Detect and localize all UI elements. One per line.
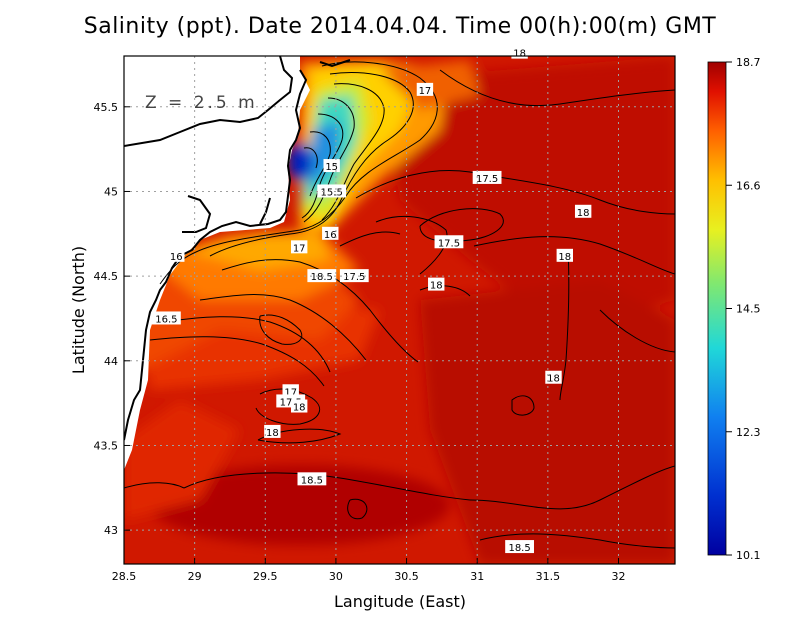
- x-tick-label: 30.5: [394, 570, 419, 583]
- contour-label: 16: [170, 252, 183, 263]
- contour-label-bg: [264, 424, 281, 438]
- contour-label: 17.5: [438, 238, 460, 249]
- contour-label-bg: [168, 248, 185, 262]
- y-axis-label: Latitude (North): [69, 246, 88, 374]
- land-mass: [124, 56, 310, 470]
- colorbar-tick-label: 16.6: [736, 179, 761, 192]
- contour-label: 17: [293, 243, 306, 254]
- x-tick-label: 31: [470, 570, 484, 583]
- contour-label-bg: [290, 399, 308, 413]
- contour-label: 16.5: [155, 314, 177, 325]
- colorbar-gradient: [707, 61, 727, 556]
- grid-lines: [124, 56, 675, 564]
- x-tick-label: 28.5: [112, 570, 137, 583]
- plot-frame: [123, 55, 676, 565]
- contour-label-bg: [323, 159, 340, 173]
- depth-label: Z = 2.5 m: [145, 93, 258, 113]
- y-tick-label: 43: [104, 524, 118, 537]
- contour-label-bg: [322, 226, 339, 240]
- x-axis-ticks: 28.5 29 29.5 30 30.5 31 31.5 32: [112, 558, 625, 583]
- contour-label-bg: [317, 184, 347, 198]
- contour-label-bg: [545, 370, 562, 384]
- contour-label-bg: [282, 384, 299, 398]
- contour-label: 17: [284, 387, 297, 398]
- x-tick-label: 32: [611, 570, 625, 583]
- contour-label: 18: [558, 252, 571, 263]
- contour-label-bg: [556, 248, 573, 262]
- contour-lines: [124, 61, 675, 549]
- contour-label: 18.5: [301, 475, 323, 486]
- y-tick-label: 44.5: [94, 270, 119, 283]
- colorbar: 18.7 16.6 14.5 12.3 10.1: [707, 56, 761, 562]
- x-tick-label: 29.5: [253, 570, 278, 583]
- contour-label-bg: [307, 269, 337, 283]
- contour-label-bg: [290, 240, 308, 254]
- colorbar-tick-label: 18.7: [736, 56, 761, 69]
- contour-label-bg: [416, 82, 434, 96]
- x-tick-label: 30: [329, 570, 343, 583]
- x-axis-label: Langitude (East): [334, 592, 466, 611]
- contour-label-bg: [574, 204, 592, 218]
- colorbar-tick-label: 10.1: [736, 549, 761, 562]
- contour-label: 18: [266, 428, 279, 439]
- contour-label: 16: [324, 230, 337, 241]
- contour-label: 17.5: [343, 272, 365, 283]
- contour-label: 18: [547, 374, 560, 385]
- contour-label: 18.5: [311, 272, 333, 283]
- contour-label: 18.5: [508, 543, 530, 554]
- contour-label-bg: [505, 540, 534, 554]
- y-tick-label: 45: [104, 185, 118, 198]
- contour-label: 18: [430, 281, 443, 292]
- map-title: Salinity (ppt). Date 2014.04.04. Time 00…: [83, 14, 717, 39]
- contour-label-bg: [511, 45, 528, 59]
- colorbar-ticks: 18.7 16.6 14.5 12.3 10.1: [726, 56, 761, 562]
- contour-label: 15: [325, 162, 338, 173]
- contour-label-bg: [472, 170, 502, 184]
- contour-label-bg: [434, 235, 464, 249]
- y-tick-label: 45.5: [94, 101, 119, 114]
- contour-label: 18: [577, 208, 590, 219]
- contour-label: 17: [419, 86, 432, 97]
- contour-label-bg: [428, 277, 445, 291]
- salinity-field: [124, 56, 675, 564]
- y-tick-label: 44: [104, 355, 118, 368]
- x-tick-label: 31.5: [536, 570, 561, 583]
- contour-label-bg: [151, 311, 181, 325]
- colorbar-tick-label: 14.5: [736, 303, 761, 316]
- y-axis-ticks: 43 43.5 44 44.5 45 45.5: [94, 101, 130, 537]
- y-tick-label: 43.5: [94, 439, 119, 452]
- contour-label: 18: [513, 49, 526, 60]
- contour-label-bg: [297, 472, 327, 486]
- contour-label: 17.5: [476, 174, 498, 185]
- contour-label: 17.5: [280, 397, 302, 408]
- contour-label: 15.5: [321, 187, 343, 198]
- colorbar-tick-label: 12.3: [736, 426, 761, 439]
- x-tick-label: 29: [188, 570, 202, 583]
- contour-label-bg: [339, 269, 369, 283]
- contour-label: 18: [293, 403, 306, 414]
